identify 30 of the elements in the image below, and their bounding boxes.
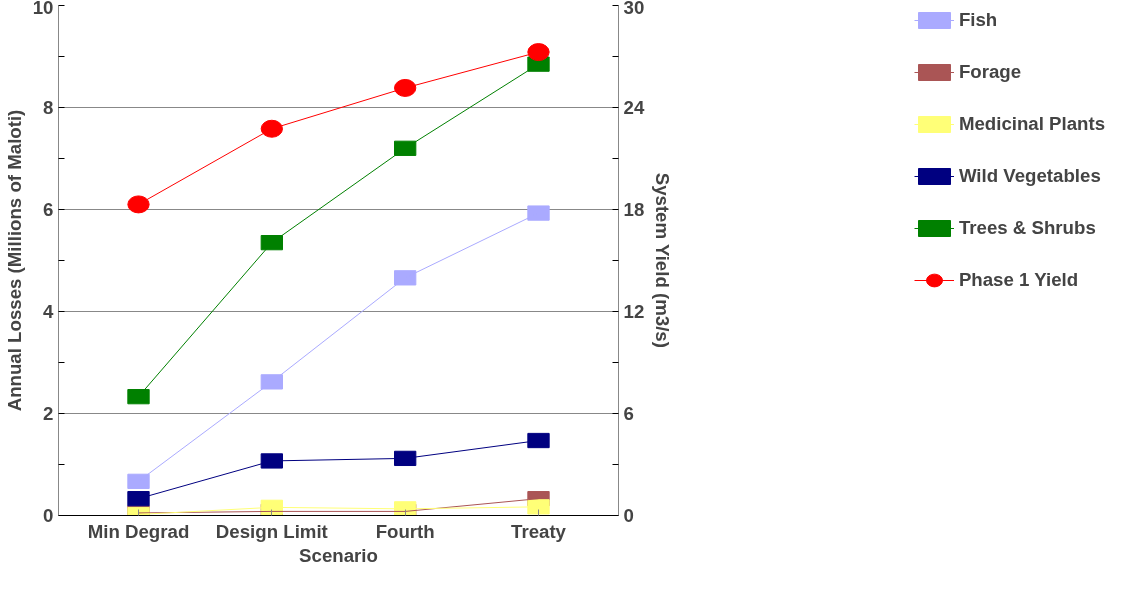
x-tick-label: Min Degrad (87, 520, 190, 542)
y-tick-label: 0 (43, 505, 54, 526)
legend-label: Forage (958, 61, 1022, 83)
point (527, 43, 550, 62)
y-tick-label: 4 (43, 301, 55, 322)
point (394, 78, 417, 97)
point (260, 119, 283, 138)
point (127, 195, 150, 214)
y2-tick-label: 0 (623, 505, 634, 526)
legend-label: Medicinal Plants (958, 113, 1106, 135)
legend-label: Wild Vegetables (958, 165, 1101, 187)
legend-label: Phase 1 Yield (958, 269, 1079, 291)
y2-tick-label: 18 (623, 199, 645, 220)
y-tick-label: 6 (43, 199, 54, 220)
y2-tick-label: 24 (623, 97, 645, 118)
y-axis-title: Annual Losses (Millions of Maloti) (3, 109, 25, 412)
y-tick-label: 2 (43, 403, 54, 424)
point (527, 432, 550, 449)
x-tick-label: Fourth (375, 520, 435, 542)
y2-tick-label: 30 (623, 0, 645, 18)
legend-label: Trees & Shrubs (958, 217, 1096, 239)
x-axis-title: Scenario (299, 544, 378, 566)
y2-tick-label: 12 (623, 301, 645, 322)
y2-tick-label: 6 (623, 403, 634, 424)
y2-axis-title: System Yield (m3/s) (652, 172, 674, 348)
y-tick-label: 8 (43, 97, 54, 118)
x-tick-label: Treaty (511, 520, 567, 542)
legend-label: Fish (958, 9, 998, 31)
x-tick-label: Design Limit (215, 520, 328, 542)
y-tick-label: 10 (32, 0, 54, 18)
